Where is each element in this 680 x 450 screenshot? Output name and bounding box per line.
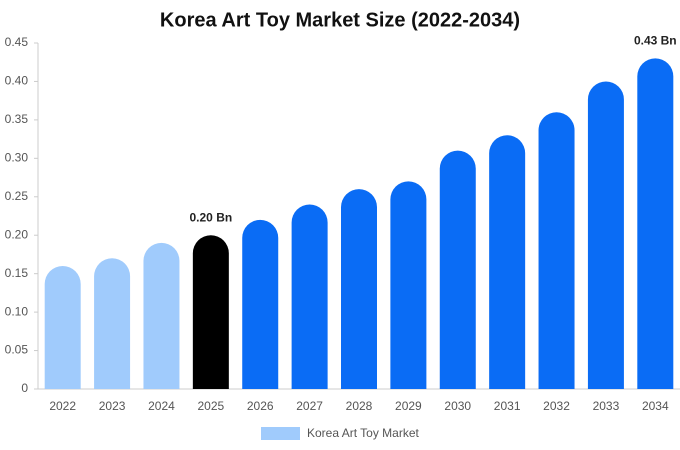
- bar: [489, 135, 526, 389]
- x-tick-label: 2034: [642, 399, 669, 413]
- x-tick-label: 2029: [395, 399, 422, 413]
- x-tick-label: 2032: [543, 399, 570, 413]
- bar: [143, 242, 180, 389]
- legend-label: Korea Art Toy Market: [307, 426, 419, 440]
- y-tick-label: 0.35: [5, 112, 29, 126]
- y-tick-label: 0.05: [5, 343, 29, 357]
- bar: [242, 219, 279, 389]
- bar: [637, 58, 674, 389]
- bar: [390, 181, 427, 389]
- y-tick-label: 0.10: [5, 304, 29, 318]
- x-tick-label: 2022: [49, 399, 76, 413]
- bar: [192, 235, 229, 389]
- value-label: 0.43 Bn: [634, 34, 677, 48]
- value-label: 0.20 Bn: [190, 210, 233, 224]
- y-tick-label: 0.20: [5, 227, 29, 241]
- x-tick-label: 2028: [346, 399, 373, 413]
- bar: [44, 265, 81, 389]
- x-tick-label: 2025: [197, 399, 224, 413]
- x-tick-label: 2024: [148, 399, 175, 413]
- x-tick-label: 2033: [593, 399, 620, 413]
- y-tick-label: 0.30: [5, 151, 29, 165]
- bar: [94, 258, 131, 389]
- y-tick-label: 0: [21, 381, 28, 395]
- x-tick-label: 2030: [444, 399, 471, 413]
- y-tick-label: 0.40: [5, 74, 29, 88]
- y-tick-label: 0.45: [5, 35, 29, 49]
- y-tick-label: 0.15: [5, 266, 29, 280]
- legend-swatch: [261, 427, 300, 440]
- x-tick-label: 2027: [296, 399, 323, 413]
- bar: [587, 81, 624, 389]
- x-tick-label: 2023: [99, 399, 126, 413]
- x-tick-label: 2026: [247, 399, 274, 413]
- bar: [538, 112, 575, 389]
- chart-title: Korea Art Toy Market Size (2022-2034): [160, 9, 520, 31]
- bar: [439, 150, 476, 389]
- x-tick-label: 2031: [494, 399, 521, 413]
- bar: [341, 189, 377, 389]
- y-tick-label: 0.25: [5, 189, 29, 203]
- bar: [291, 204, 328, 389]
